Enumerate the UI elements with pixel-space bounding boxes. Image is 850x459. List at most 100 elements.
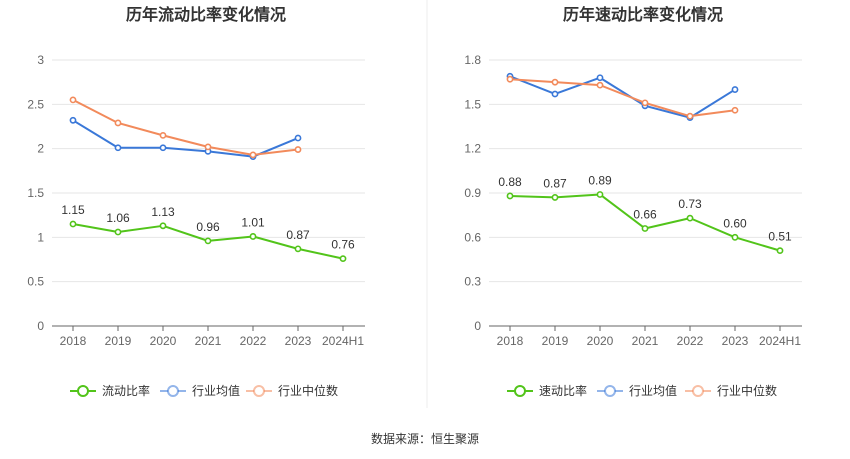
data-point[interactable] [159, 144, 167, 152]
data-point[interactable] [506, 192, 514, 200]
x-tick-label: 2018 [60, 334, 87, 348]
data-label: 1.13 [151, 205, 175, 219]
series-line-2 [72, 119, 299, 158]
data-label: 0.87 [286, 228, 310, 242]
chart-panel-1: 历年流动比率变化情况 0 0.5 1 1.5 2 2.5 3 2018 2019 2020 2021 2… [27, 5, 365, 398]
data-point[interactable] [204, 143, 212, 151]
legend-marker [604, 385, 616, 397]
data-point[interactable] [686, 112, 694, 120]
data-label: 1.15 [61, 203, 85, 217]
legend-item-3[interactable]: 行业中位数 [246, 383, 338, 398]
data-point[interactable] [339, 255, 347, 263]
data-point[interactable] [204, 237, 212, 245]
y-tick-label: 0.5 [27, 275, 44, 289]
y-tick-label: 3 [37, 53, 44, 67]
data-point[interactable] [69, 96, 77, 104]
data-label: 1.01 [241, 215, 265, 229]
legend-marker [514, 385, 526, 397]
data-point[interactable] [731, 106, 739, 114]
legend-item-1[interactable]: 速动比率 [507, 383, 587, 398]
y-tick-label: 0.6 [464, 230, 481, 244]
legend-label: 行业中位数 [278, 383, 338, 398]
data-point[interactable] [114, 228, 122, 236]
data-point[interactable] [731, 86, 739, 93]
data-point[interactable] [69, 116, 77, 124]
y-tick-label: 0.9 [464, 186, 481, 200]
data-point[interactable] [551, 194, 559, 201]
data-point[interactable] [69, 220, 77, 228]
y-tick-label: 1 [37, 230, 44, 244]
y-tick-label: 0.3 [464, 275, 481, 289]
data-point[interactable] [159, 131, 167, 139]
legend-label: 速动比率 [539, 383, 587, 398]
y-tick-label: 2 [37, 142, 44, 156]
series-line-3 [509, 78, 736, 118]
x-tick-label: 2022 [240, 334, 267, 348]
y-tick-label: 1.5 [464, 97, 481, 111]
y-tick-label: 1.2 [464, 142, 481, 156]
data-point[interactable] [114, 144, 122, 152]
legend-label: 行业均值 [192, 383, 240, 398]
legend-item-1[interactable]: 流动比率 [70, 383, 150, 398]
data-label: 0.96 [196, 220, 220, 234]
data-point[interactable] [551, 78, 559, 86]
data-label: 0.51 [768, 230, 792, 244]
data-label: 0.60 [723, 216, 747, 230]
data-point[interactable] [596, 81, 604, 89]
x-tick-label: 2019 [542, 334, 569, 348]
legend-label: 行业中位数 [717, 383, 777, 398]
data-point[interactable] [731, 233, 739, 241]
series-line-3 [72, 99, 299, 156]
data-label: 0.66 [633, 207, 657, 221]
x-tick-label: 2024H1 [759, 334, 801, 348]
data-label: 0.87 [543, 176, 567, 190]
data-point[interactable] [596, 191, 604, 198]
data-point[interactable] [506, 75, 514, 83]
legend-marker [167, 385, 179, 397]
x-tick-label: 2019 [105, 334, 132, 348]
data-point[interactable] [686, 214, 694, 222]
data-point[interactable] [551, 90, 559, 98]
data-point[interactable] [641, 99, 649, 107]
x-tick-label: 2018 [497, 334, 524, 348]
data-source-note: 数据来源：恒生聚源 [371, 431, 479, 446]
data-point[interactable] [114, 119, 122, 127]
data-point[interactable] [249, 233, 257, 240]
x-tick-label: 2020 [150, 334, 177, 348]
data-label: 0.88 [498, 175, 522, 189]
legend-marker [692, 385, 704, 397]
legend-item-3[interactable]: 行业中位数 [685, 383, 777, 398]
data-point[interactable] [641, 225, 649, 232]
legend-marker [253, 385, 265, 397]
x-tick-label: 2023 [722, 334, 749, 348]
data-label: 0.76 [331, 238, 355, 252]
data-label: 0.89 [588, 173, 612, 187]
chart-title: 历年速动比率变化情况 [563, 5, 723, 24]
x-tick-label: 2020 [587, 334, 614, 348]
data-point[interactable] [294, 146, 302, 153]
y-tick-label: 1.5 [27, 186, 44, 200]
x-tick-label: 2024H1 [322, 334, 364, 348]
chart-title: 历年流动比率变化情况 [126, 5, 286, 24]
data-label: 1.06 [106, 211, 130, 225]
legend-item-2[interactable]: 行业均值 [597, 383, 677, 398]
data-point[interactable] [294, 245, 302, 253]
data-point[interactable] [159, 222, 167, 230]
y-tick-label: 1.8 [464, 53, 481, 67]
legend-label: 流动比率 [102, 383, 150, 398]
data-point[interactable] [596, 74, 604, 82]
y-tick-label: 0 [37, 319, 44, 333]
data-point[interactable] [249, 151, 257, 159]
series-line-2 [509, 75, 736, 119]
y-tick-label: 0 [474, 319, 481, 333]
legend-label: 行业均值 [629, 383, 677, 398]
y-tick-label: 2.5 [27, 97, 44, 111]
x-tick-label: 2023 [285, 334, 312, 348]
legend-item-2[interactable]: 行业均值 [160, 383, 240, 398]
x-tick-label: 2021 [632, 334, 659, 348]
data-point[interactable] [776, 247, 784, 255]
data-point[interactable] [294, 134, 302, 142]
x-tick-label: 2021 [195, 334, 222, 348]
data-label: 0.73 [678, 197, 702, 211]
